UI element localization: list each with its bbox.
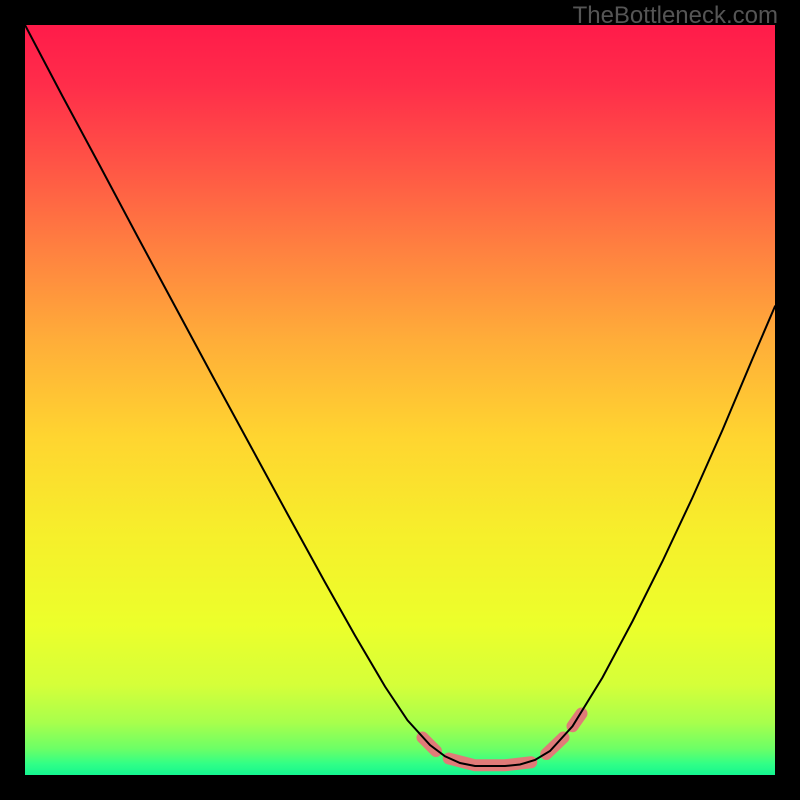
- bottleneck-curve: [25, 25, 775, 766]
- curve-layer: [25, 25, 775, 775]
- watermark-text: TheBottleneck.com: [573, 2, 778, 30]
- plot-area: [25, 25, 775, 775]
- chart-frame: TheBottleneck.com: [0, 0, 800, 800]
